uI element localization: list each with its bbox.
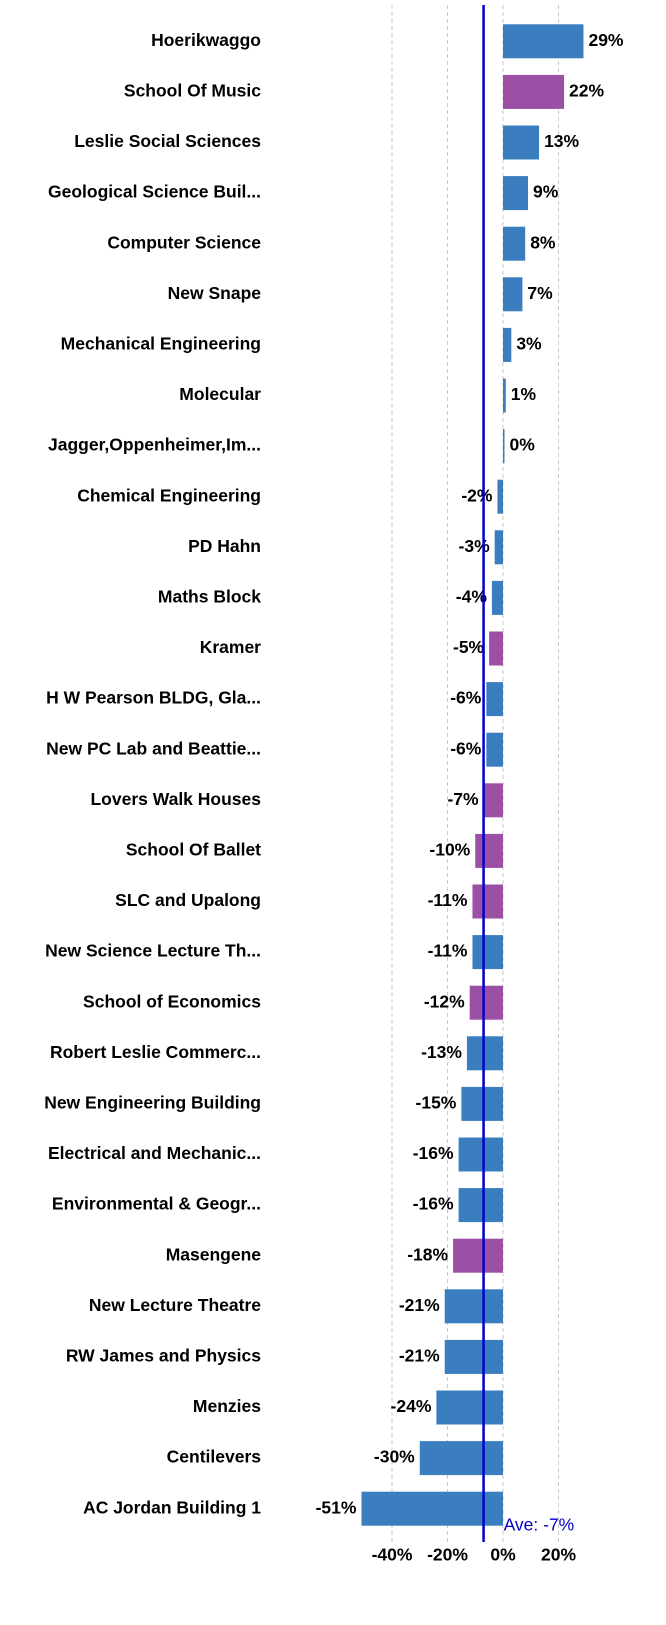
bar: [444, 1339, 503, 1374]
bar: [472, 884, 503, 919]
value-label: -7%: [447, 789, 479, 809]
category-label: Leslie Social Sciences: [74, 131, 261, 151]
bar: [503, 378, 506, 413]
bar: [436, 1390, 503, 1425]
bar: [461, 1086, 503, 1121]
category-label: New PC Lab and Beattie...: [46, 738, 261, 758]
bar: [472, 935, 503, 970]
category-label: Chemical Engineering: [77, 485, 261, 505]
bar: [486, 732, 503, 767]
value-label: 8%: [530, 232, 556, 252]
category-label: Robert Leslie Commerc...: [50, 1042, 261, 1062]
bar: [469, 985, 503, 1020]
category-label: H W Pearson BLDG, Gla...: [46, 688, 261, 708]
bar: [491, 580, 503, 615]
category-label: New Snape: [168, 283, 262, 303]
bar: [503, 226, 526, 261]
category-label: AC Jordan Building 1: [83, 1497, 261, 1517]
x-tick-label: -20%: [427, 1545, 468, 1565]
category-label: School of Economics: [83, 991, 261, 1011]
category-label: New Science Lecture Th...: [45, 941, 261, 961]
value-label: -51%: [316, 1497, 357, 1517]
bar: [453, 1238, 503, 1273]
value-label: -2%: [461, 485, 493, 505]
category-label: RW James and Physics: [66, 1346, 261, 1366]
category-label: Molecular: [179, 384, 261, 404]
value-label: -6%: [450, 688, 482, 708]
value-label: -4%: [456, 587, 488, 607]
category-label: PD Hahn: [188, 536, 261, 556]
category-label: Mechanical Engineering: [61, 334, 261, 354]
value-label: -24%: [391, 1396, 432, 1416]
value-label: -16%: [413, 1194, 454, 1214]
value-label: -5%: [453, 637, 485, 657]
x-tick-label: 0%: [490, 1545, 516, 1565]
value-label: -16%: [413, 1143, 454, 1163]
value-label: -12%: [424, 991, 465, 1011]
category-label: New Lecture Theatre: [89, 1295, 261, 1315]
bar: [444, 1289, 503, 1324]
value-label: -30%: [374, 1447, 415, 1467]
value-label: -21%: [399, 1295, 440, 1315]
bar: [475, 833, 503, 868]
value-label: -11%: [428, 941, 468, 961]
bar: [458, 1137, 503, 1172]
bar: [489, 631, 503, 666]
bar: [486, 682, 503, 717]
value-label: -10%: [429, 840, 470, 860]
value-label: -3%: [459, 536, 491, 556]
value-label: 22%: [569, 81, 604, 101]
value-label: 9%: [533, 182, 559, 202]
bar: [503, 74, 565, 109]
bar: [503, 176, 528, 211]
value-label: -15%: [416, 1093, 457, 1113]
bar: [503, 24, 584, 59]
category-label: SLC and Upalong: [115, 890, 261, 910]
average-label: Ave: -7%: [504, 1515, 575, 1535]
value-label: -11%: [428, 890, 468, 910]
value-label: -21%: [399, 1346, 440, 1366]
bar: [458, 1188, 503, 1223]
value-label: -13%: [421, 1042, 462, 1062]
x-tick-label: 20%: [541, 1545, 576, 1565]
value-label: 1%: [511, 384, 537, 404]
category-label: Masengene: [166, 1244, 262, 1264]
category-label: Hoerikwaggo: [151, 30, 261, 50]
bar: [503, 125, 540, 160]
bar: [497, 479, 503, 514]
category-label: Environmental & Geogr...: [52, 1194, 261, 1214]
category-label: New Engineering Building: [44, 1093, 261, 1113]
value-label: -18%: [407, 1244, 448, 1264]
bar: [483, 783, 503, 818]
category-label: Lovers Walk Houses: [90, 789, 261, 809]
category-label: School Of Ballet: [126, 840, 261, 860]
value-label: -6%: [450, 738, 482, 758]
bar: [466, 1036, 503, 1071]
category-label: Centilevers: [167, 1447, 262, 1467]
category-label: Menzies: [193, 1396, 261, 1416]
bar: [419, 1441, 503, 1476]
category-label: Electrical and Mechanic...: [48, 1143, 261, 1163]
category-label: Jagger,Oppenheimer,Im...: [48, 435, 261, 455]
bar: [503, 277, 523, 312]
category-label: School Of Music: [124, 81, 261, 101]
category-label: Maths Block: [158, 587, 261, 607]
category-label: Computer Science: [107, 232, 261, 252]
value-label: 7%: [527, 283, 553, 303]
value-label: 13%: [544, 131, 579, 151]
x-tick-label: -40%: [372, 1545, 413, 1565]
value-label: 0%: [510, 435, 536, 455]
value-label: 3%: [516, 334, 542, 354]
category-label: Kramer: [200, 637, 261, 657]
bar: [503, 327, 512, 362]
bar: [503, 429, 505, 464]
category-label: Geological Science Buil...: [48, 182, 261, 202]
value-label: 29%: [588, 30, 623, 50]
bar: [361, 1491, 503, 1526]
bar: [494, 530, 503, 565]
